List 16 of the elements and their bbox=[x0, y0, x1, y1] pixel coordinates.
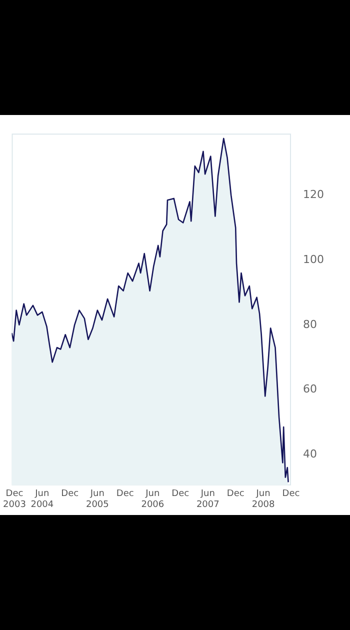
x-tick-label: Dec 2003 bbox=[3, 489, 26, 510]
x-tick-label: Dec bbox=[172, 489, 190, 500]
y-tick-label: 80 bbox=[303, 318, 318, 331]
y-tick-label: 40 bbox=[303, 447, 318, 460]
x-tick-label: Jun 2008 bbox=[252, 489, 276, 510]
x-tick-label: Jun 2007 bbox=[196, 489, 220, 510]
x-tick-label: Dec bbox=[116, 489, 134, 500]
x-tick-label: Jun 2006 bbox=[141, 489, 164, 510]
y-tick-label: 120 bbox=[303, 188, 324, 202]
x-tick-label: Dec bbox=[61, 489, 79, 500]
y-tick-label: 60 bbox=[303, 382, 318, 396]
x-tick-label: Dec bbox=[226, 489, 244, 500]
x-tick-label: Jun 2005 bbox=[86, 489, 109, 510]
x-tick-label: Jun 2004 bbox=[30, 489, 54, 510]
x-tick-label: Dec bbox=[282, 489, 300, 500]
y-tick-label: 100 bbox=[303, 252, 324, 266]
